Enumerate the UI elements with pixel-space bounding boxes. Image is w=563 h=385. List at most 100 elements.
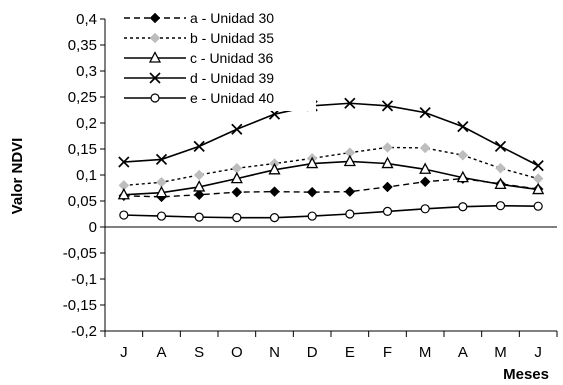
data-point [156, 211, 167, 221]
cross-stroke [231, 123, 243, 135]
series-line [123, 204, 539, 219]
y-tick-label: 0 [89, 219, 97, 236]
y-tick-label: 0,3 [76, 63, 97, 80]
data-point [495, 201, 506, 211]
y-tick-label: 0,2 [76, 115, 97, 132]
legend-marker [149, 12, 161, 24]
data-point [156, 176, 167, 188]
data-point [381, 100, 394, 112]
data-point [457, 149, 469, 161]
legend-label: b - Unidad 35 [190, 30, 274, 46]
data-point [193, 140, 205, 153]
data-point [381, 156, 394, 169]
data-point [269, 213, 280, 223]
series-line [123, 102, 539, 167]
data-point [306, 186, 318, 198]
cross-stroke [381, 100, 394, 112]
y-tick-label: 0,05 [68, 193, 97, 210]
data-point [268, 162, 281, 175]
data-point [419, 176, 431, 188]
data-point [230, 171, 243, 184]
legend-label: d - Unidad 39 [190, 70, 274, 86]
series-line [123, 160, 539, 196]
data-point [231, 123, 243, 135]
axes: 0,4 0,35 0,3 0,25 0,2 0,15 0,1 0,05 0 -0,05 -0,1 -0… [63, 11, 558, 361]
data-point [269, 186, 280, 197]
x-tick-label: M [419, 344, 432, 361]
series-layer [117, 97, 545, 223]
y-tick-label: 0,35 [68, 37, 97, 54]
data-point [457, 121, 469, 133]
data-point [194, 212, 204, 222]
cross-stroke [457, 121, 469, 133]
cross-stroke [118, 156, 130, 168]
data-point [193, 189, 205, 201]
legend-marker [150, 93, 160, 103]
data-point [456, 170, 469, 183]
legend: a - Unidad 30 b - Unidad 35 c - Unidad 36 d… [118, 9, 316, 111]
cross-stroke [193, 140, 205, 153]
data-point [382, 206, 393, 216]
data-point [382, 142, 393, 153]
data-point [419, 142, 431, 154]
data-point [232, 213, 242, 223]
cross-stroke [155, 153, 168, 166]
data-point [155, 185, 168, 198]
data-point [117, 187, 130, 200]
x-tick-label: A [156, 344, 166, 361]
series-3 [117, 154, 545, 200]
legend-label: a - Unidad 30 [190, 10, 274, 26]
series-1 [118, 173, 544, 203]
x-tick-label: E [345, 344, 355, 361]
data-point [419, 162, 432, 174]
data-point [193, 169, 205, 181]
data-point [306, 156, 319, 169]
x-tick-label: F [383, 344, 392, 361]
data-point [532, 173, 544, 184]
data-point [532, 182, 545, 195]
series-line [123, 177, 539, 198]
y-tick-label: -0,05 [63, 245, 97, 262]
data-point [307, 211, 317, 221]
x-tick-label: O [231, 344, 243, 361]
data-point [231, 186, 243, 198]
x-tick-label: A [458, 344, 468, 361]
data-point [155, 153, 168, 166]
series-line [123, 146, 539, 187]
series-5 [119, 201, 543, 223]
data-point [344, 186, 356, 197]
data-point [533, 201, 543, 211]
x-axis-title: Meses [503, 366, 549, 383]
cross-stroke [149, 72, 161, 84]
legend-label: c - Unidad 36 [190, 50, 273, 66]
y-tick-label: 0,4 [76, 11, 97, 28]
legend-marker [148, 51, 162, 63]
data-point [382, 181, 393, 193]
y-tick-label: 0,25 [68, 89, 97, 106]
cross-stroke [532, 160, 544, 172]
data-point [458, 202, 468, 212]
y-tick-label: 0,1 [76, 167, 97, 184]
x-tick-label: J [534, 344, 542, 361]
data-point [345, 209, 355, 219]
data-point [532, 160, 544, 172]
data-point [344, 97, 356, 109]
data-point [231, 162, 243, 174]
x-tick-label: S [194, 344, 204, 361]
data-point [495, 162, 506, 174]
y-tick-label: -0,2 [71, 323, 97, 340]
legend-marker [149, 32, 161, 44]
y-tick-label: -0,1 [71, 271, 97, 288]
x-tick-label: J [120, 344, 128, 361]
y-tick-label: 0,15 [68, 141, 97, 158]
data-point [494, 177, 507, 190]
cross-stroke [494, 140, 507, 153]
y-tick-label: -0,15 [63, 297, 97, 314]
x-tick-label: D [307, 344, 318, 361]
y-axis-title: Valor NDVI [9, 138, 26, 215]
data-point [118, 156, 130, 168]
x-tick-label: N [269, 344, 280, 361]
cross-stroke [419, 106, 431, 119]
data-point [343, 154, 356, 167]
legend-marker [149, 72, 161, 84]
